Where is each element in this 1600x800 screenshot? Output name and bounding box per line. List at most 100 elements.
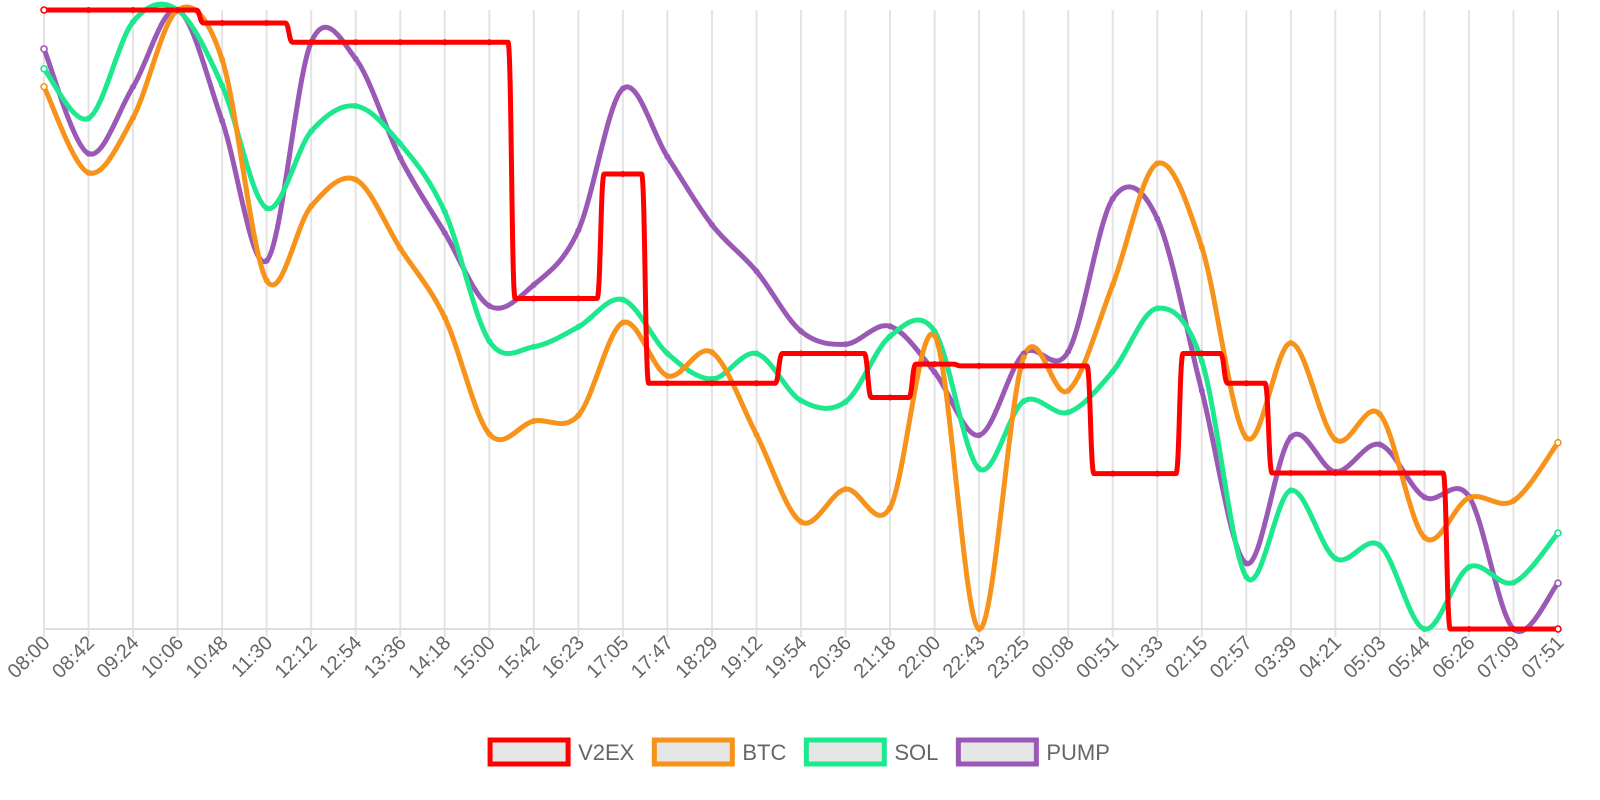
data-point-sol xyxy=(1198,357,1205,364)
x-tick-label: 05:03 xyxy=(1339,632,1390,683)
data-point-sol xyxy=(1421,625,1428,632)
data-point-btc xyxy=(619,319,626,326)
x-tick-label: 03:39 xyxy=(1250,632,1301,683)
data-point-v2ex xyxy=(887,394,894,401)
data-point-btc xyxy=(1332,436,1339,443)
data-point-pump xyxy=(1421,494,1428,501)
data-point-pump xyxy=(1243,560,1250,567)
data-point-v2ex xyxy=(130,7,137,14)
x-tick-label: 08:42 xyxy=(48,632,99,683)
data-point-pump xyxy=(1376,441,1383,448)
x-tick-label: 12:54 xyxy=(315,632,366,683)
data-point-btc xyxy=(1198,244,1205,251)
x-tick-label: 14:18 xyxy=(404,632,455,683)
data-point-sol xyxy=(1465,564,1472,571)
x-tick-label: 02:15 xyxy=(1161,632,1212,683)
grid-lines xyxy=(43,10,1559,637)
series-line-v2ex xyxy=(41,7,1561,632)
data-point-v2ex xyxy=(976,362,983,369)
data-point-sol xyxy=(486,338,493,345)
legend-swatch-sol xyxy=(803,737,887,767)
data-point-sol xyxy=(1376,542,1383,549)
data-point-pump xyxy=(530,281,537,288)
data-point-pump xyxy=(486,302,493,309)
data-point-sol xyxy=(1332,555,1339,562)
data-point-pump xyxy=(753,268,760,275)
data-point-sol xyxy=(441,208,448,215)
data-point-pump xyxy=(352,55,359,62)
data-point-pump xyxy=(1287,434,1294,441)
x-tick-label: 05:44 xyxy=(1384,632,1435,683)
data-point-pump xyxy=(130,83,137,90)
data-point-sol xyxy=(887,333,894,340)
data-point-btc xyxy=(397,245,404,252)
legend-item-pump[interactable]: PUMP xyxy=(955,737,1110,767)
x-tick-label: 07:09 xyxy=(1473,632,1524,683)
x-tick-label: 17:05 xyxy=(582,632,633,683)
data-point-btc xyxy=(486,431,493,438)
x-tick-label: 19:12 xyxy=(716,632,767,683)
data-point-pump xyxy=(797,328,804,335)
data-point-v2ex xyxy=(797,350,804,357)
data-point-btc xyxy=(1020,354,1027,361)
data-point-sol xyxy=(797,397,804,404)
x-tick-label: 22:43 xyxy=(939,632,990,683)
data-point-pump xyxy=(441,229,448,236)
data-point-btc xyxy=(797,518,804,525)
data-point-v2ex xyxy=(441,39,448,46)
data-point-sol xyxy=(1109,368,1116,375)
x-tick-label: 01:33 xyxy=(1117,632,1168,683)
data-point-sol xyxy=(842,398,849,405)
data-point-btc xyxy=(1510,497,1517,504)
data-point-v2ex xyxy=(1198,350,1205,357)
data-point-pump xyxy=(1154,215,1161,222)
x-tick-label: 12:12 xyxy=(271,632,322,683)
data-point-btc xyxy=(708,349,715,356)
x-tick-label: 11:30 xyxy=(227,632,277,682)
data-point-v2ex xyxy=(708,380,715,387)
data-point-v2ex xyxy=(263,19,270,26)
data-point-v2ex xyxy=(85,7,92,14)
data-point-pump xyxy=(619,85,626,92)
data-point-btc xyxy=(575,412,582,419)
data-point-sol xyxy=(1065,409,1072,416)
data-point-v2ex xyxy=(1554,625,1562,633)
data-point-sol xyxy=(40,65,48,73)
data-point-btc xyxy=(753,431,760,438)
x-tick-label: 13:36 xyxy=(360,632,411,683)
legend-swatch-pump xyxy=(955,737,1039,767)
x-tick-label: 08:00 xyxy=(4,632,55,683)
x-tick-label: 00:51 xyxy=(1072,632,1123,683)
data-point-pump xyxy=(976,432,983,439)
data-point-sol xyxy=(1243,574,1250,581)
data-point-sol xyxy=(976,465,983,472)
data-point-btc xyxy=(1109,281,1116,288)
data-point-v2ex xyxy=(1332,470,1339,477)
data-point-pump xyxy=(1109,195,1116,202)
x-tick-label: 10:06 xyxy=(137,632,188,683)
data-point-v2ex xyxy=(352,39,359,46)
data-point-pump xyxy=(40,45,48,53)
data-point-v2ex xyxy=(219,19,226,26)
data-point-sol xyxy=(575,323,582,330)
data-point-v2ex xyxy=(530,295,537,302)
data-point-sol xyxy=(619,296,626,303)
data-point-v2ex xyxy=(931,361,938,368)
data-point-sol xyxy=(85,115,92,122)
x-tick-label: 22:00 xyxy=(894,632,945,683)
legend-label-sol: SOL xyxy=(894,740,938,765)
data-point-sol xyxy=(308,128,315,135)
data-point-sol xyxy=(664,350,671,357)
data-point-v2ex xyxy=(1065,362,1072,369)
legend-item-sol[interactable]: SOL xyxy=(803,737,938,767)
legend-item-v2ex[interactable]: V2EX xyxy=(487,737,635,767)
data-point-btc xyxy=(1421,534,1428,541)
data-point-v2ex xyxy=(486,39,493,46)
data-point-btc xyxy=(976,625,983,632)
data-point-pump xyxy=(664,153,671,160)
data-point-pump xyxy=(575,227,582,234)
data-point-sol xyxy=(263,205,270,212)
data-point-pump xyxy=(887,323,894,330)
data-point-btc xyxy=(1554,438,1562,447)
legend-item-btc[interactable]: BTC xyxy=(651,737,786,767)
